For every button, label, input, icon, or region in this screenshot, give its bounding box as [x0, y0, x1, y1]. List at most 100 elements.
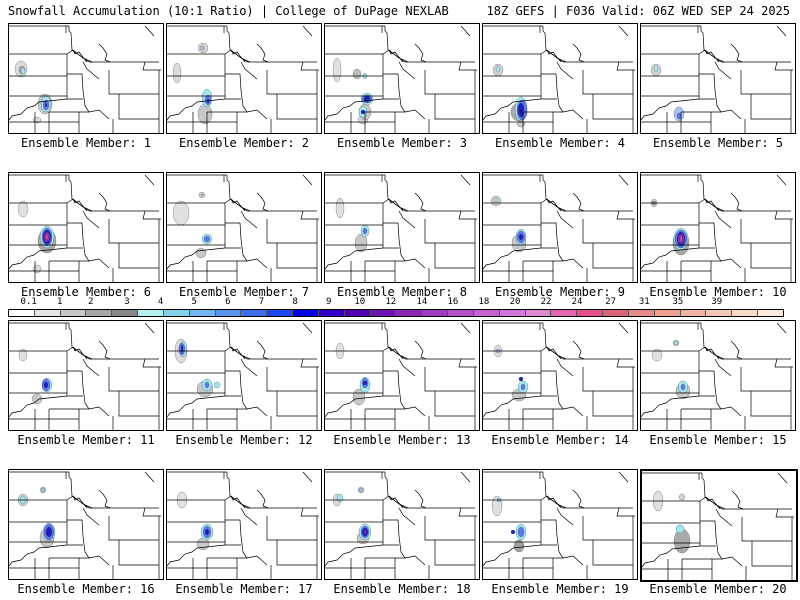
state-border — [9, 247, 68, 270]
legend-swatch — [706, 310, 733, 316]
state-border — [98, 340, 111, 360]
member-map — [482, 320, 638, 431]
state-border — [382, 203, 406, 282]
state-border — [382, 500, 406, 579]
state-border — [118, 243, 159, 269]
state-borders-map — [9, 322, 161, 430]
state-border — [540, 74, 557, 100]
state-border — [572, 43, 585, 63]
state-border — [414, 489, 427, 509]
state-border — [9, 98, 68, 121]
state-border — [562, 555, 584, 566]
state-border — [458, 358, 477, 368]
state-border — [540, 203, 564, 282]
member-map — [324, 23, 480, 134]
state-border — [483, 395, 542, 418]
state-border — [424, 516, 475, 541]
state-border — [540, 371, 557, 397]
state-border — [698, 223, 715, 249]
snowfall-contour — [195, 247, 207, 259]
state-border — [730, 43, 743, 63]
state-border — [224, 520, 241, 546]
state-borders-map — [9, 174, 161, 282]
state-border — [68, 323, 90, 360]
state-border — [9, 395, 68, 418]
state-border — [540, 346, 567, 360]
state-border — [730, 340, 743, 360]
state-border — [68, 472, 90, 509]
state-border — [731, 490, 744, 510]
state-border — [240, 61, 258, 80]
state-border — [276, 243, 317, 269]
state-border — [144, 471, 155, 483]
state-border — [616, 61, 635, 71]
state-border — [66, 223, 83, 249]
legend-swatch — [525, 310, 552, 316]
member-map — [166, 172, 322, 283]
state-border — [118, 391, 159, 417]
state-border — [276, 391, 317, 417]
state-borders-map — [325, 174, 477, 282]
state-border — [700, 175, 722, 212]
state-border — [616, 507, 635, 517]
state-border — [266, 516, 317, 541]
legend-swatch — [9, 310, 35, 316]
state-border — [556, 61, 574, 80]
state-border — [142, 61, 161, 71]
state-border — [483, 247, 542, 270]
state-border — [256, 43, 269, 63]
snowfall-contour — [518, 233, 524, 241]
legend-swatch — [189, 310, 216, 316]
state-border — [720, 406, 742, 417]
state-border — [224, 54, 248, 133]
state-borders-map — [167, 322, 319, 430]
state-border — [167, 98, 226, 121]
state-border — [700, 26, 722, 63]
legend-swatch — [138, 310, 164, 316]
state-border — [458, 210, 477, 220]
snowfall-contour — [336, 493, 344, 503]
member-map — [166, 469, 322, 580]
snowfall-contour — [680, 383, 686, 391]
legend-swatch — [551, 310, 578, 316]
state-border — [224, 495, 251, 509]
state-border — [246, 258, 268, 269]
state-border — [698, 74, 715, 100]
member-label: Ensemble Member: 16 — [17, 582, 155, 596]
state-border — [714, 210, 732, 229]
state-borders-map — [483, 322, 635, 430]
state-border — [699, 521, 716, 547]
snowfall-contour — [358, 487, 364, 493]
state-borders-map — [9, 471, 161, 579]
state-border — [144, 25, 155, 37]
state-border — [414, 192, 427, 212]
state-border — [82, 210, 100, 229]
snowfall-contour — [18, 348, 28, 362]
legend-labels: 0.1 1 2 3 4 5 6 7 8 9 10 12 14 16 18 20 22 24 27 31 35 39 — [8, 297, 784, 308]
member-label: Ensemble Member: 19 — [491, 582, 629, 596]
state-border — [582, 70, 633, 95]
state-border — [404, 406, 426, 417]
state-border — [460, 174, 471, 186]
state-border — [592, 243, 633, 269]
snowfall-contour — [352, 68, 362, 80]
member-map — [8, 172, 164, 283]
legend-swatch — [370, 310, 397, 316]
snowfall-contour — [362, 227, 368, 235]
snowfall-contour — [678, 493, 686, 501]
legend-swatch — [758, 310, 783, 316]
member-map — [482, 172, 638, 283]
snowfall-contour — [518, 376, 524, 382]
state-border — [720, 258, 742, 269]
snowfall-contour — [45, 233, 49, 241]
state-border — [776, 174, 787, 186]
state-border — [224, 74, 241, 100]
snowfall-contour — [332, 57, 342, 83]
state-border — [540, 351, 564, 430]
state-border — [424, 219, 475, 244]
legend-swatch — [422, 310, 449, 316]
legend-label: 7 — [258, 297, 265, 307]
legend-swatch — [215, 310, 242, 316]
state-border — [66, 198, 93, 212]
snowfall-contour — [172, 62, 182, 84]
